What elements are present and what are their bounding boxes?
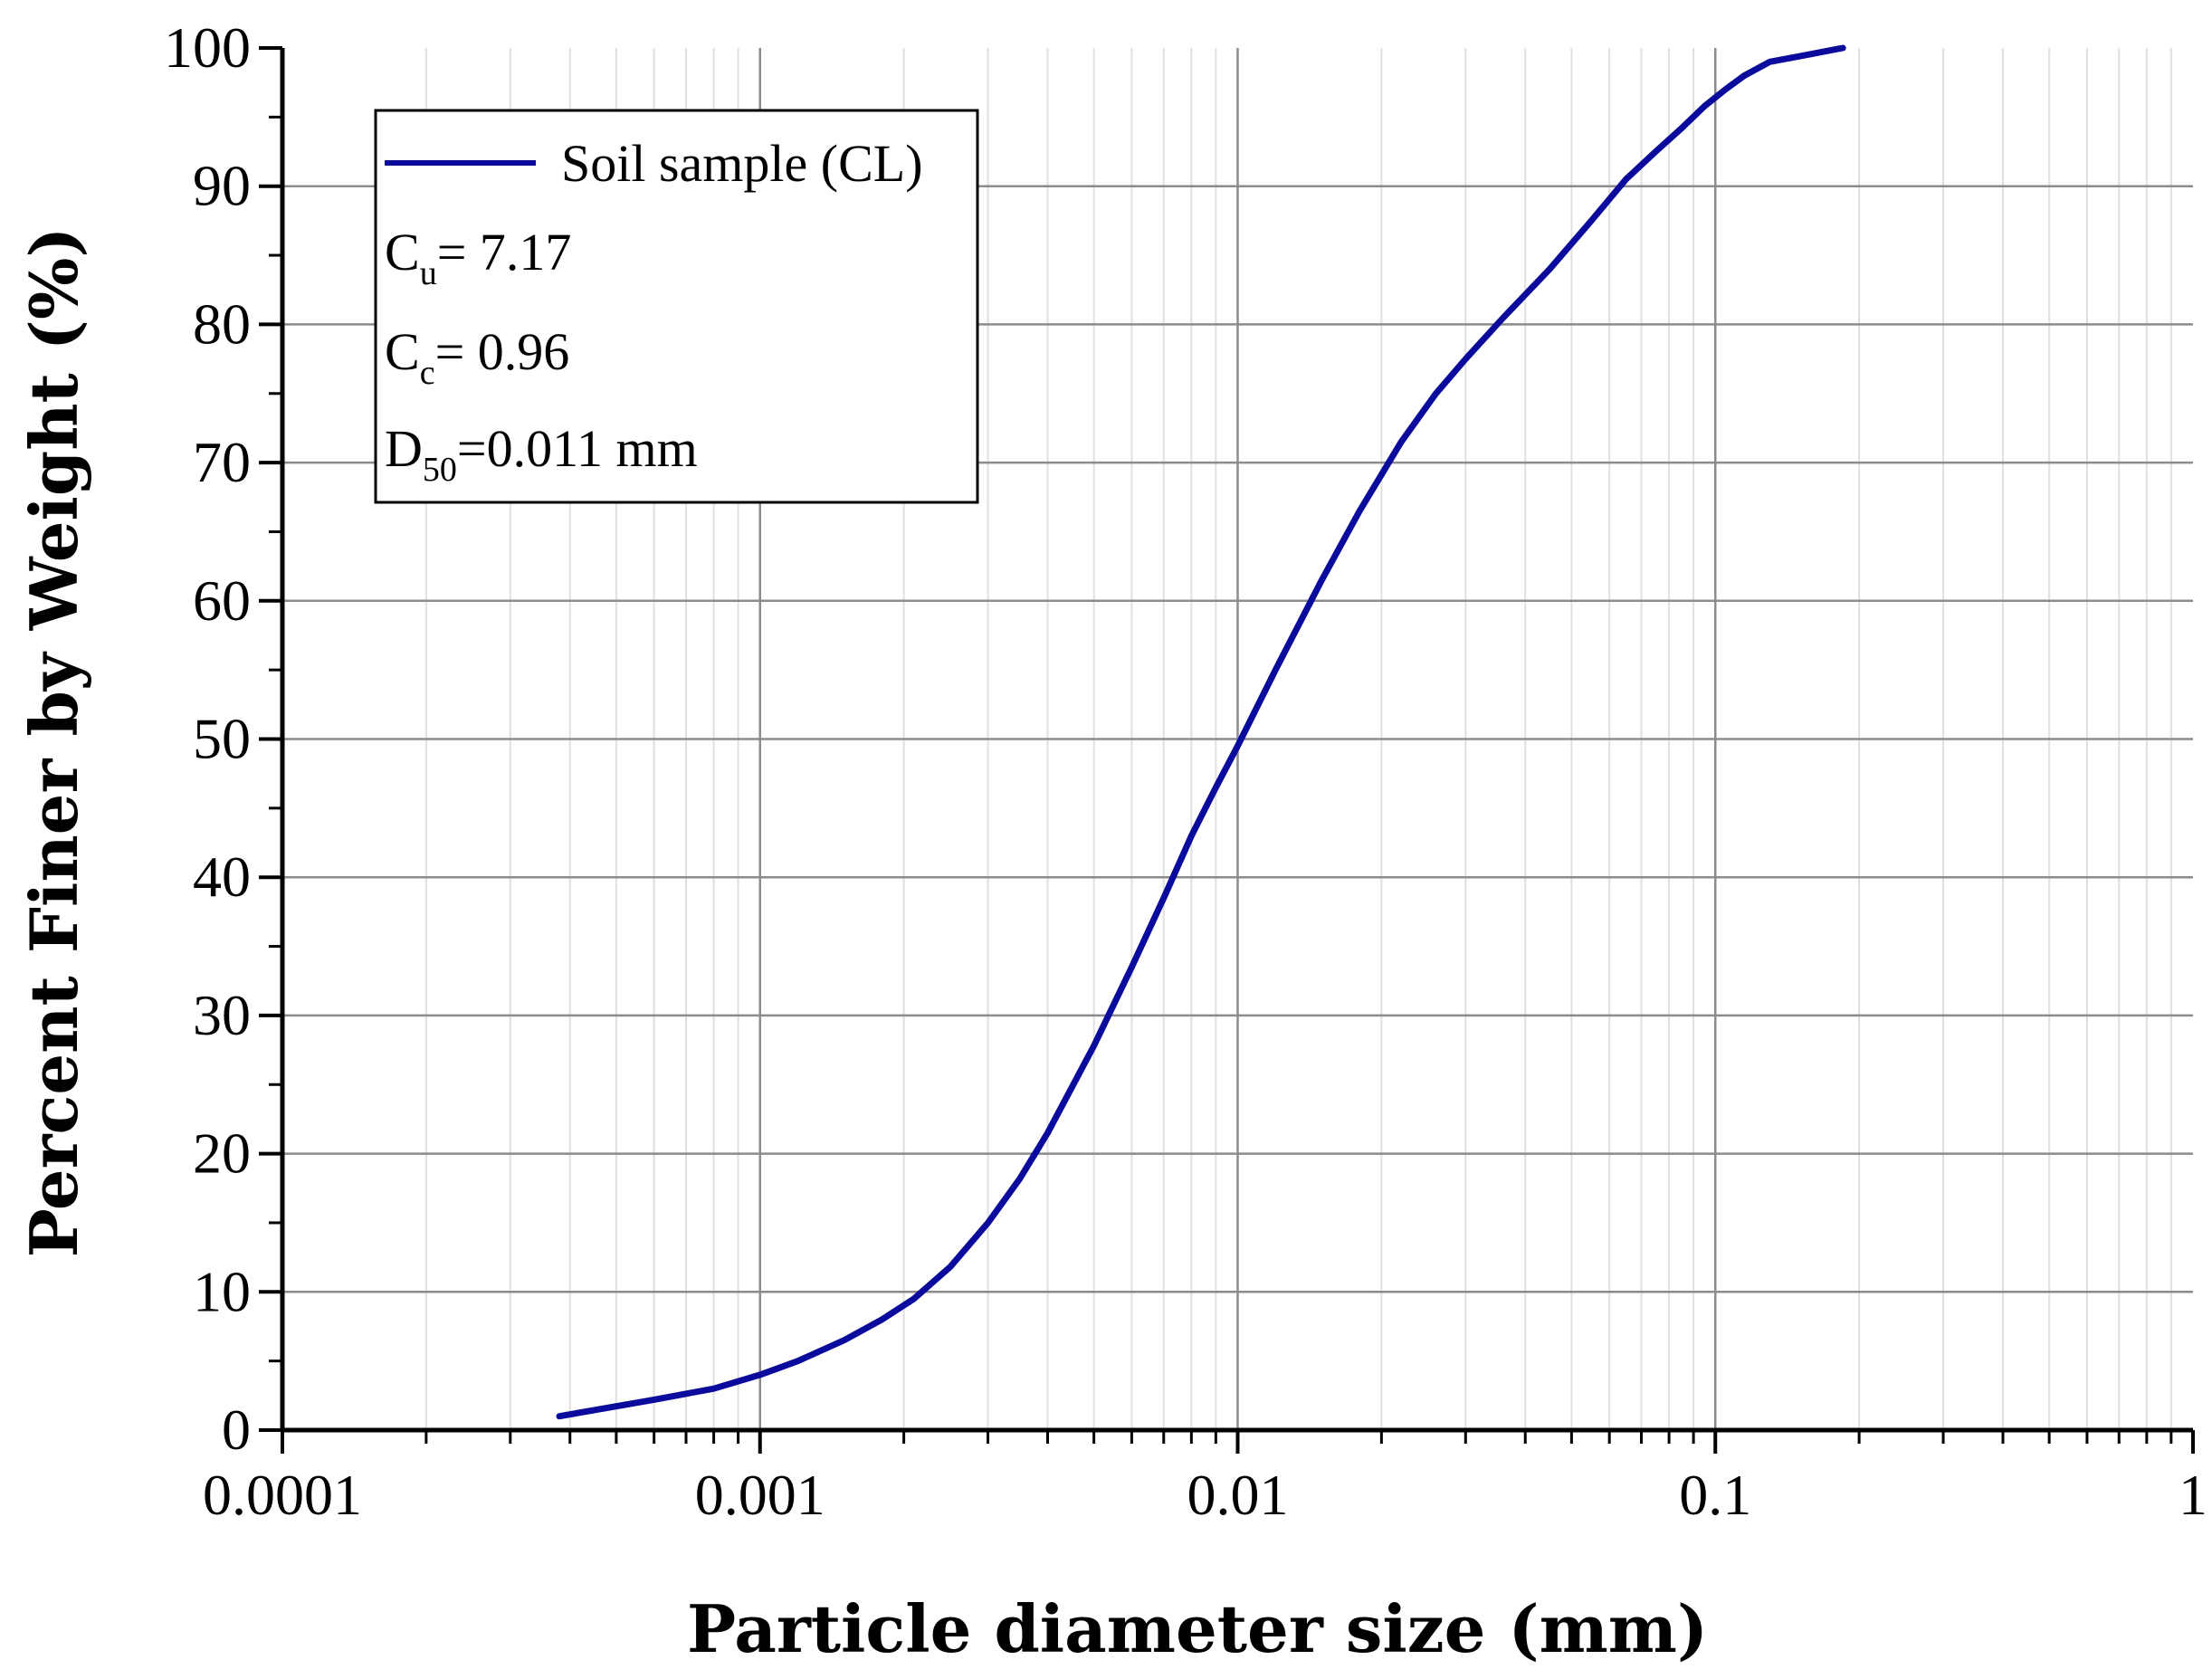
y-tick-label: 100 xyxy=(164,15,251,80)
legend: Soil sample (CL) Cu= 7.17 Cc= 0.96 D50=0… xyxy=(374,109,979,504)
cc-sub: c xyxy=(420,354,435,392)
d50-annotation: D50=0.011 mm xyxy=(385,419,698,489)
cu-sub: u xyxy=(420,254,437,292)
y-tick-label: 70 xyxy=(193,430,251,494)
cc-base: C xyxy=(385,322,420,381)
y-tick-label: 80 xyxy=(193,291,251,356)
y-tick-label: 50 xyxy=(193,707,251,771)
y-tick-label: 10 xyxy=(193,1259,251,1323)
y-tick-label: 30 xyxy=(193,983,251,1047)
tick-marks xyxy=(259,46,2195,1454)
y-tick-label: 40 xyxy=(193,844,251,909)
series-line xyxy=(556,44,1846,1420)
tick-labels: 0.0001 0.001 0.01 0.1 1010203040506070809010… xyxy=(164,15,2207,1527)
cc-value: = 0.96 xyxy=(435,322,570,381)
d50-base: D xyxy=(385,419,423,478)
x-axis-title: Particle diameter size (mm) xyxy=(687,1590,1708,1667)
y-tick-label: 90 xyxy=(193,154,251,218)
legend-box xyxy=(374,109,979,504)
x-tick-label: 0.01 xyxy=(1187,1463,1289,1527)
d50-sub: 50 xyxy=(423,451,457,489)
cu-base: C xyxy=(385,223,420,281)
y-tick-label: 0 xyxy=(222,1398,251,1462)
d50-value: =0.011 mm xyxy=(457,419,698,478)
x-tick-label: 1 xyxy=(2179,1463,2207,1527)
y-axis-title: Percent Finer by Weight (%) xyxy=(15,227,92,1258)
x-tick-label: 0.1 xyxy=(1679,1463,1751,1527)
legend-series-label: Soil sample (CL) xyxy=(561,134,923,193)
cu-value: = 7.17 xyxy=(437,223,572,281)
cc-annotation: Cc= 0.96 xyxy=(385,322,569,392)
x-tick-label: 0.0001 xyxy=(203,1463,362,1527)
x-tick-label: 0.001 xyxy=(695,1463,825,1527)
y-tick-label: 60 xyxy=(193,568,251,633)
cu-annotation: Cu= 7.17 xyxy=(385,223,571,292)
data-series xyxy=(556,44,1846,1420)
y-tick-label: 20 xyxy=(193,1121,251,1186)
